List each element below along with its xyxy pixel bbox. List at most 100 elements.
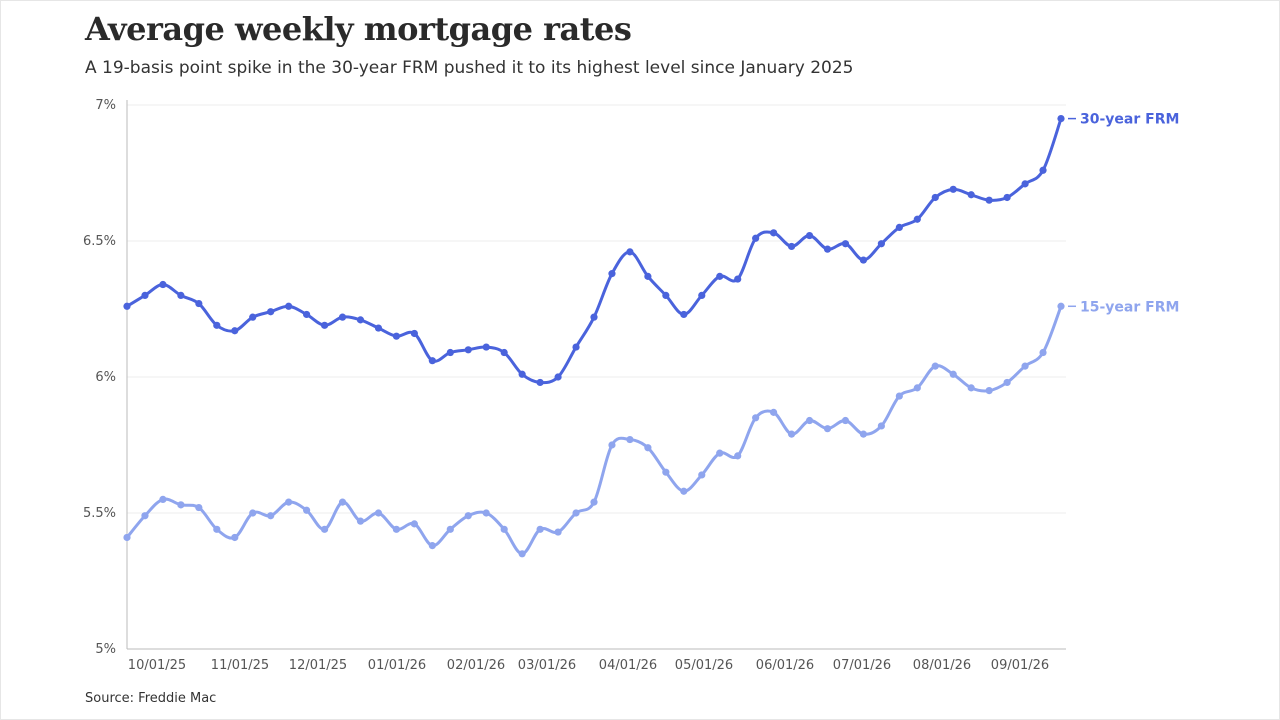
x-tick-label: 08/01/26 [913, 658, 971, 673]
series-line-30-year [125, 117, 1063, 385]
data-point-30-year [195, 299, 203, 308]
data-point-30-year [356, 316, 365, 324]
y-tick-label: 7% [95, 98, 116, 113]
data-point-15-year [518, 550, 526, 558]
data-point-15-year [267, 512, 275, 520]
data-point-30-year [374, 324, 383, 332]
data-point-15-year [303, 506, 311, 514]
x-tick-label: 10/01/25 [128, 658, 186, 673]
data-point-15-year [231, 533, 239, 542]
data-point-15-year [213, 525, 221, 533]
data-point-15-year [967, 384, 975, 392]
data-point-30-year [716, 272, 724, 280]
data-point-30-year [141, 291, 149, 299]
data-point-30-year [1003, 193, 1011, 202]
data-point-30-year [123, 302, 131, 310]
data-point-15-year [752, 414, 760, 422]
data-point-30-year [159, 280, 167, 289]
y-tick-label: 5% [95, 642, 116, 657]
series-line-15-year [125, 304, 1063, 556]
data-point-15-year [123, 533, 131, 542]
data-point-15-year [877, 422, 885, 430]
data-point-15-year [662, 468, 670, 476]
data-point-30-year [303, 310, 311, 319]
data-point-15-year [985, 387, 993, 395]
data-point-30-year [680, 310, 688, 319]
data-point-30-year [841, 240, 850, 248]
series-label-30-year: 30-year FRM [1080, 112, 1179, 128]
data-point-30-year [877, 240, 885, 248]
data-point-15-year [374, 509, 383, 517]
data-point-15-year [446, 525, 454, 533]
y-tick-label: 6.5% [83, 234, 116, 249]
data-point-15-year [356, 517, 365, 525]
data-point-30-year [428, 357, 436, 365]
data-point-15-year [716, 449, 724, 457]
data-point-30-year [770, 229, 778, 237]
data-point-30-year [1039, 166, 1047, 174]
data-point-15-year [428, 542, 436, 550]
data-point-30-year [536, 378, 544, 387]
data-point-15-year [1021, 362, 1029, 370]
data-point-15-year [770, 408, 778, 416]
data-point-15-year [626, 435, 634, 444]
data-point-15-year [320, 525, 329, 533]
x-tick-label: 09/01/26 [991, 658, 1049, 673]
data-point-15-year [608, 441, 616, 449]
data-point-30-year [859, 256, 868, 264]
chart-title: Average weekly mortgage rates [85, 10, 632, 48]
data-point-15-year [680, 487, 688, 495]
data-point-30-year [213, 321, 221, 329]
data-point-30-year [985, 196, 993, 204]
data-point-30-year [1021, 180, 1029, 188]
data-point-30-year [410, 329, 418, 338]
data-point-15-year [177, 501, 185, 509]
data-point-30-year [572, 343, 580, 351]
data-point-30-year [500, 348, 508, 357]
data-point-30-year [931, 193, 939, 202]
data-point-15-year [805, 416, 814, 425]
data-point-30-year [320, 321, 329, 329]
data-point-30-year [446, 348, 454, 357]
data-point-15-year [1039, 348, 1047, 357]
data-point-15-year [1003, 378, 1011, 387]
data-point-30-year [482, 343, 490, 351]
data-point-15-year [931, 362, 939, 370]
x-tick-label: 11/01/25 [211, 658, 269, 673]
data-point-15-year [698, 471, 706, 479]
data-point-30-year [267, 308, 275, 316]
data-point-15-year [787, 430, 796, 438]
x-tick-label: 04/01/26 [599, 658, 657, 673]
series-label-15-year: 15-year FRM [1080, 299, 1179, 315]
data-point-15-year [338, 498, 347, 506]
data-point-15-year [159, 495, 167, 503]
data-point-30-year [285, 302, 293, 310]
y-tick-label: 5.5% [83, 506, 116, 521]
chart-subtitle: A 19-basis point spike in the 30-year FR… [85, 58, 854, 78]
data-point-30-year [698, 291, 706, 299]
x-tick-label: 03/01/26 [518, 658, 576, 673]
data-point-15-year [895, 392, 903, 400]
data-point-15-year [859, 430, 868, 438]
x-tick-label: 01/01/26 [368, 658, 426, 673]
data-point-30-year [734, 275, 742, 283]
data-point-30-year [895, 223, 903, 231]
data-point-30-year [554, 373, 562, 381]
data-point-30-year [590, 313, 598, 321]
x-tick-label: 12/01/25 [289, 658, 347, 673]
data-point-30-year [805, 231, 814, 240]
x-tick-label: 07/01/26 [833, 658, 891, 673]
data-point-15-year [823, 425, 832, 433]
data-point-15-year [644, 444, 652, 452]
data-point-15-year [913, 384, 921, 392]
data-point-30-year [752, 234, 760, 242]
data-point-15-year [141, 512, 149, 520]
data-point-15-year [500, 525, 508, 533]
data-point-15-year [464, 512, 472, 520]
source-note: Source: Freddie Mac [85, 691, 217, 706]
data-point-30-year [249, 313, 257, 321]
data-point-15-year [554, 528, 562, 536]
data-point-30-year [464, 346, 472, 354]
